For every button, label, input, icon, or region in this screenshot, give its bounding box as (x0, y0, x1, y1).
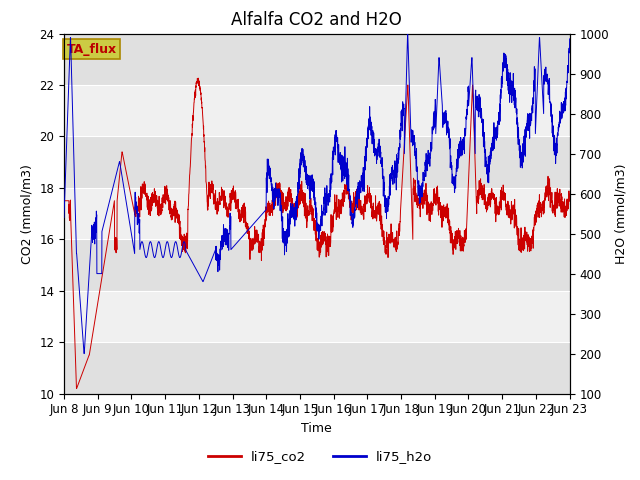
Legend: li75_co2, li75_h2o: li75_co2, li75_h2o (202, 445, 438, 468)
Bar (64, 342, 570, 394)
Bar (64, 240, 570, 291)
Bar (64, 85, 570, 136)
Bar (64, 291, 570, 342)
Bar (64, 34, 570, 85)
Y-axis label: H2O (mmol/m3): H2O (mmol/m3) (614, 163, 627, 264)
X-axis label: Time: Time (301, 422, 332, 435)
Text: TA_flux: TA_flux (67, 43, 116, 56)
Y-axis label: CO2 (mmol/m3): CO2 (mmol/m3) (20, 164, 34, 264)
Title: Alfalfa CO2 and H2O: Alfalfa CO2 and H2O (232, 11, 402, 29)
Bar (64, 136, 570, 188)
Bar (64, 188, 570, 240)
